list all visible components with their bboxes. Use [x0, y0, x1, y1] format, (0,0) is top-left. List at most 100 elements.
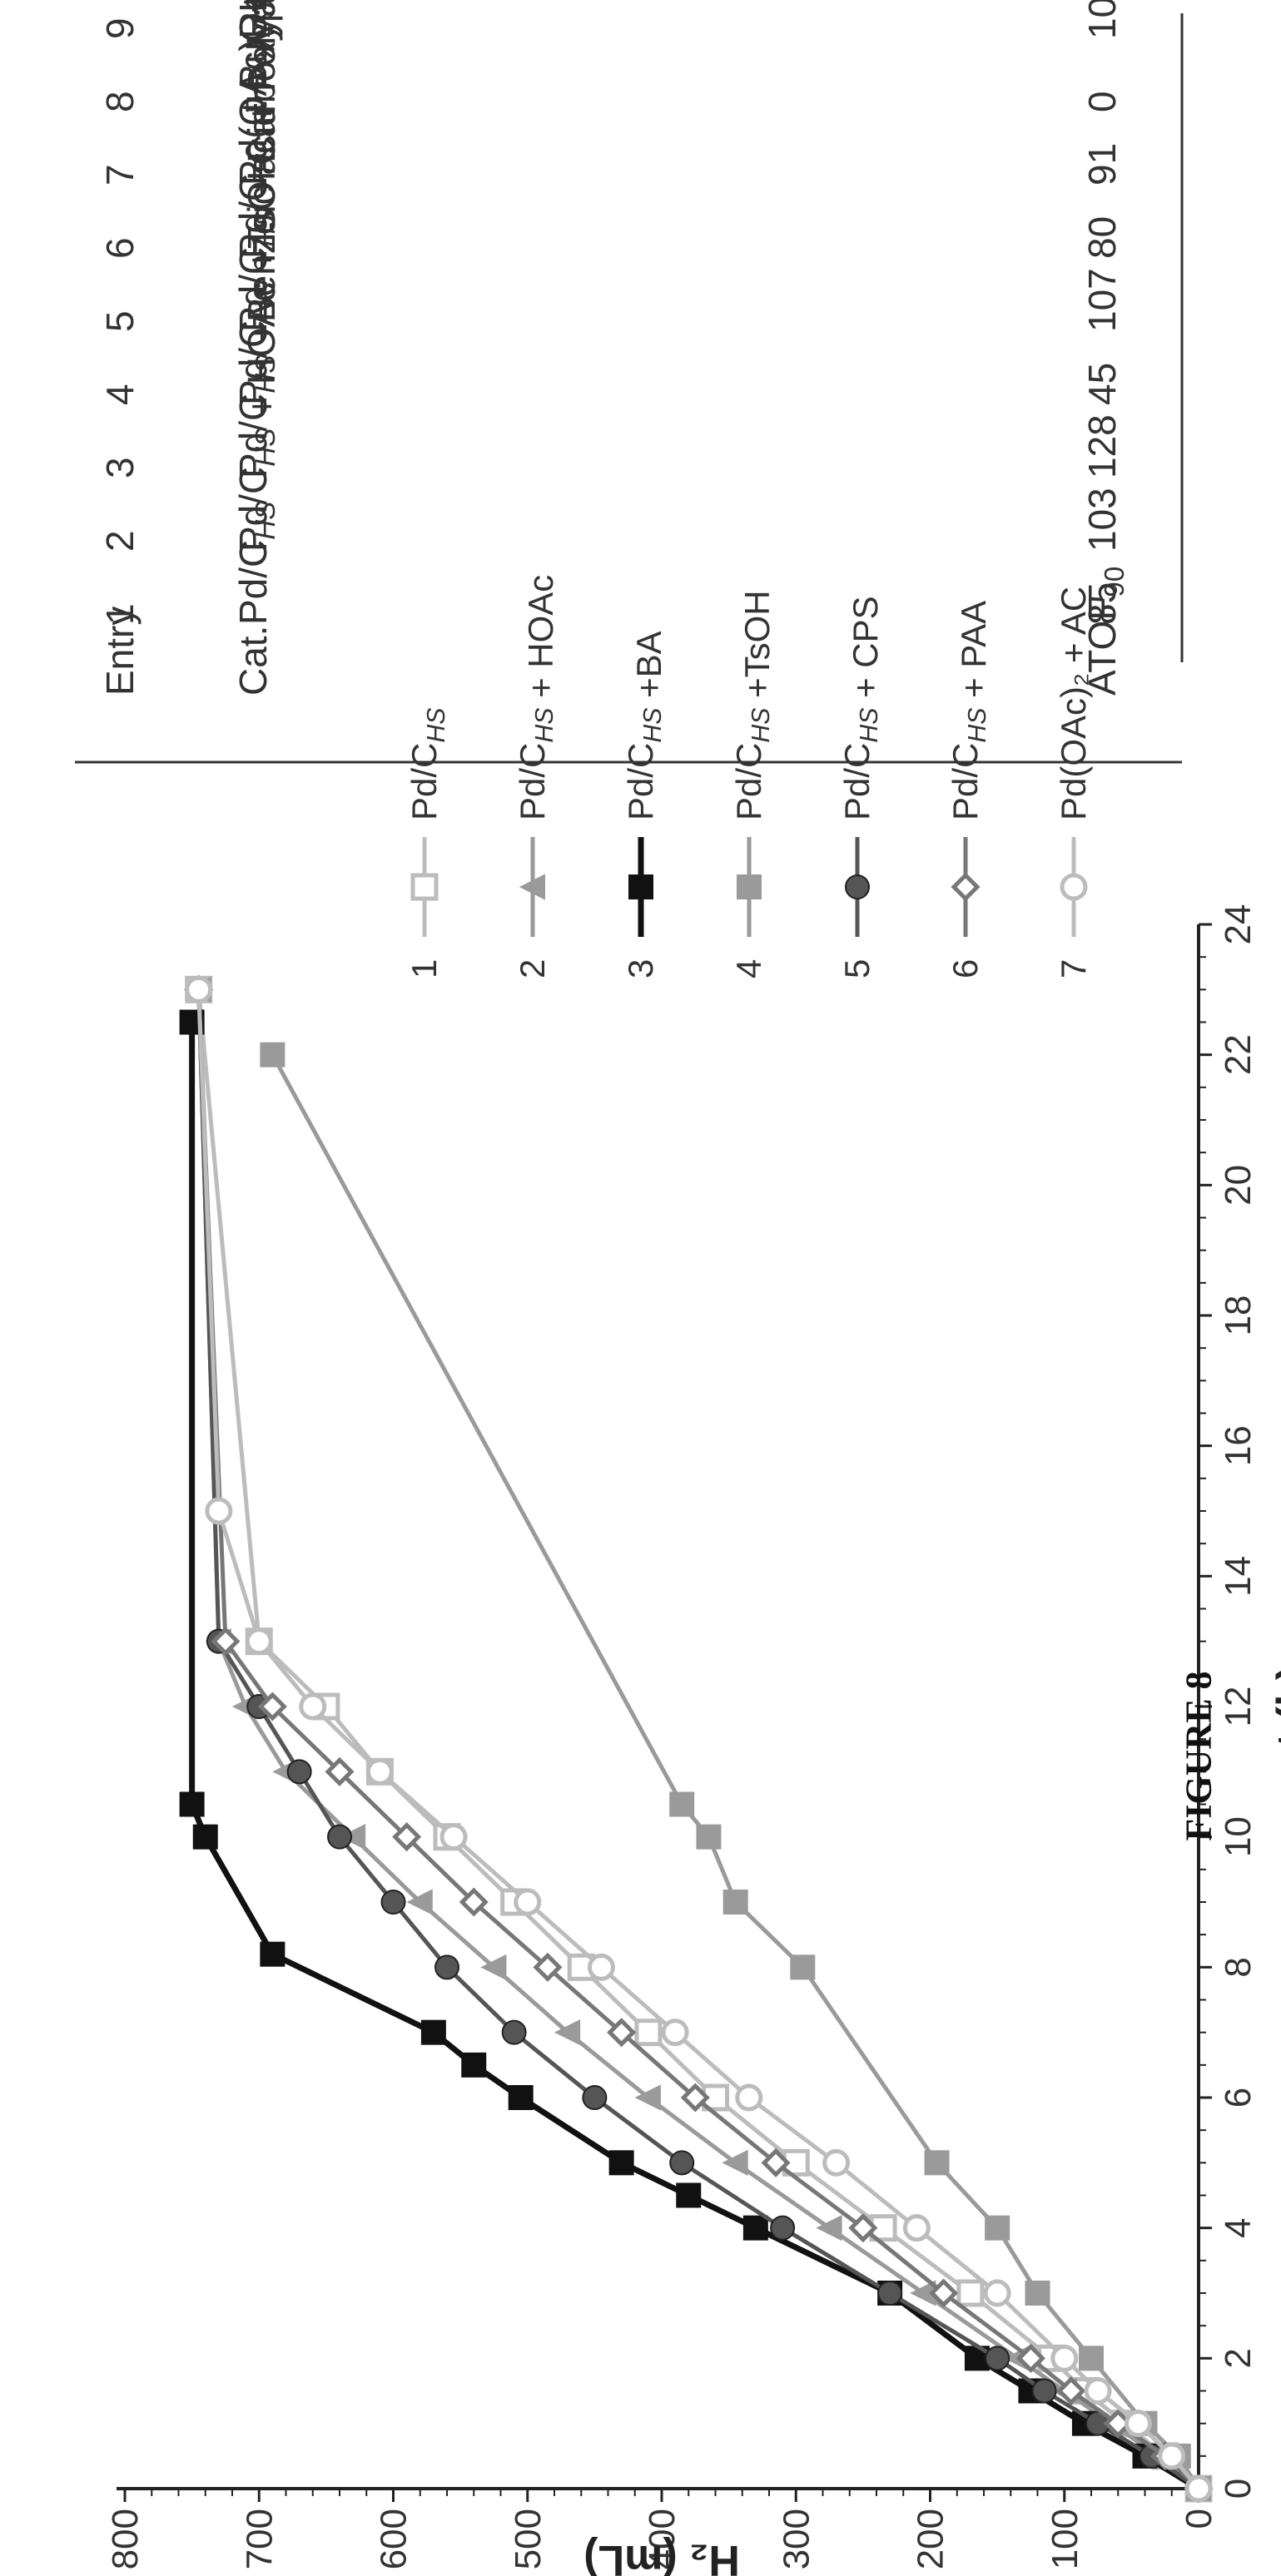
data-point [951, 872, 981, 902]
legend-label: Pd(OAc)₂ + AC [1054, 587, 1093, 820]
legend-item-4: 4 Pd/CHS +TsOH [729, 590, 777, 978]
data-point [1060, 873, 1088, 901]
legend-item-2: 2 Pd/CHS + HOAc [513, 575, 560, 978]
data-point [956, 2279, 985, 2307]
table-cell-atof: 103 [1080, 488, 1124, 552]
x-tick-label: 4 [1218, 2217, 1259, 2237]
data-point [339, 1824, 366, 1850]
series-2 [185, 976, 1211, 2502]
data-point [205, 1497, 233, 1525]
data-point [985, 2346, 1010, 2371]
x-tick-label: 8 [1218, 1957, 1259, 1977]
table-cell-atof: 101 [1080, 0, 1124, 39]
table-cell-atof: 0 [1080, 91, 1124, 112]
series-line [196, 989, 1200, 2490]
table-row: 1 Pd/CHS 85 [98, 502, 1124, 625]
table-cell-cat: Pd/CHS +Benzoic acid [231, 105, 283, 478]
x-tick-label: 18 [1218, 1295, 1259, 1336]
data-point [1124, 2410, 1152, 2438]
figure-caption: FIGURE 8 [1149, 1548, 1249, 1964]
data-point [742, 2215, 768, 2241]
table-row: 5 Pd/CHS + Carboxypolystyrene 107 [98, 0, 1124, 332]
data-point [245, 1627, 273, 1656]
table-row: 4 Pd/CHS +TsOH 45 [98, 153, 1124, 405]
table-cell-entry: 4 [98, 384, 142, 405]
data-point [554, 2019, 581, 2046]
data-point [192, 1824, 218, 1850]
legend-number: 2 [513, 959, 552, 978]
legend-label: Pd/CHS +TsOH [729, 590, 777, 820]
data-point [1031, 2378, 1057, 2404]
data-point [770, 2215, 796, 2241]
legend-item-1: 1 Pd/CHS [405, 708, 450, 978]
data-point [634, 2019, 663, 2047]
legend-label: Pd/CHS + HOAc [513, 575, 560, 820]
data-point [902, 2214, 931, 2242]
data-point [179, 1791, 205, 1817]
data-point [434, 1954, 459, 1980]
data-point [211, 1627, 241, 1657]
data-point [587, 1953, 615, 1981]
series-5 [186, 977, 1211, 2501]
legend-label: Pd/CHS + CPS [837, 596, 885, 820]
data-point [1050, 2344, 1079, 2372]
legend-number: 3 [621, 959, 660, 978]
y-tick-label: 700 [239, 2509, 280, 2569]
table-row: 2 Pd/CHS + HOAc 103 [98, 283, 1124, 552]
series-line [271, 1053, 1201, 2490]
data-point [607, 2018, 637, 2048]
data-point [1025, 2281, 1050, 2306]
legend-item-7: 7 Pd(OAc)₂ + AC [1054, 587, 1093, 978]
x-tick-label: 16 [1218, 1425, 1259, 1466]
table-cell-atof: 85 [1080, 582, 1124, 625]
x-tick-label: 24 [1218, 904, 1259, 945]
data-point [514, 1888, 542, 1916]
data-point [1015, 2343, 1045, 2373]
y-tick-label: 600 [374, 2509, 415, 2569]
table-cell-atof: 80 [1080, 216, 1124, 259]
data-point [661, 2019, 689, 2047]
y-tick-label: 0 [1179, 2509, 1219, 2529]
legend-number: 7 [1054, 959, 1093, 978]
data-point [924, 2150, 950, 2176]
data-point [680, 2083, 710, 2113]
table-cell-entry: 1 [98, 603, 142, 625]
data-point [628, 874, 653, 899]
legend-label: Pd/CHS +BA [621, 631, 668, 820]
y-tick-label: 500 [508, 2509, 549, 2569]
data-point [1056, 2375, 1086, 2406]
data-point [508, 2085, 534, 2110]
x-tick-label: 6 [1218, 2088, 1259, 2108]
data-point [848, 2213, 878, 2243]
legend-number: 4 [729, 959, 768, 978]
table-cell-cat: Recovered from entry 5 [231, 0, 275, 39]
x-tick-label: 14 [1218, 1556, 1259, 1597]
table-cell-entry: 2 [98, 530, 142, 552]
table-cell-cat: Pd/CHS + Polyacrylic acid [231, 0, 283, 259]
table-cell-atof: 128 [1080, 414, 1124, 478]
data-point [406, 1889, 433, 1915]
data-point [501, 2019, 527, 2045]
legend-label: Pd/CHS + PAA [946, 601, 993, 820]
data-point [816, 2215, 842, 2242]
table-row: 9 Recovered from entry 5 101 [98, 0, 1124, 39]
data-point [582, 2085, 608, 2110]
table-cell-entry: 9 [98, 17, 142, 39]
data-point [696, 1824, 722, 1850]
data-point [790, 1954, 816, 1980]
legend-number: 5 [837, 959, 876, 978]
data-point [1079, 2346, 1104, 2371]
data-point [325, 1756, 355, 1786]
x-tick-label: 22 [1218, 1034, 1259, 1075]
y-tick-label: 200 [911, 2509, 951, 2569]
y-axis-title: H₂ (mL) [583, 2536, 740, 2576]
data-point [676, 2182, 702, 2208]
table-cell-cat: Pd/CHS + HOAc [231, 283, 283, 552]
table-cell-cat: t-BuOK treated Pd/CHS [231, 0, 281, 112]
data-point [669, 1791, 695, 1817]
data-point [983, 2279, 1011, 2307]
data-point [286, 1759, 312, 1785]
table-row: 8 t-BuOK treated Pd/CHS 0 [98, 0, 1124, 112]
x-tick-label: 12 [1218, 1687, 1259, 1727]
